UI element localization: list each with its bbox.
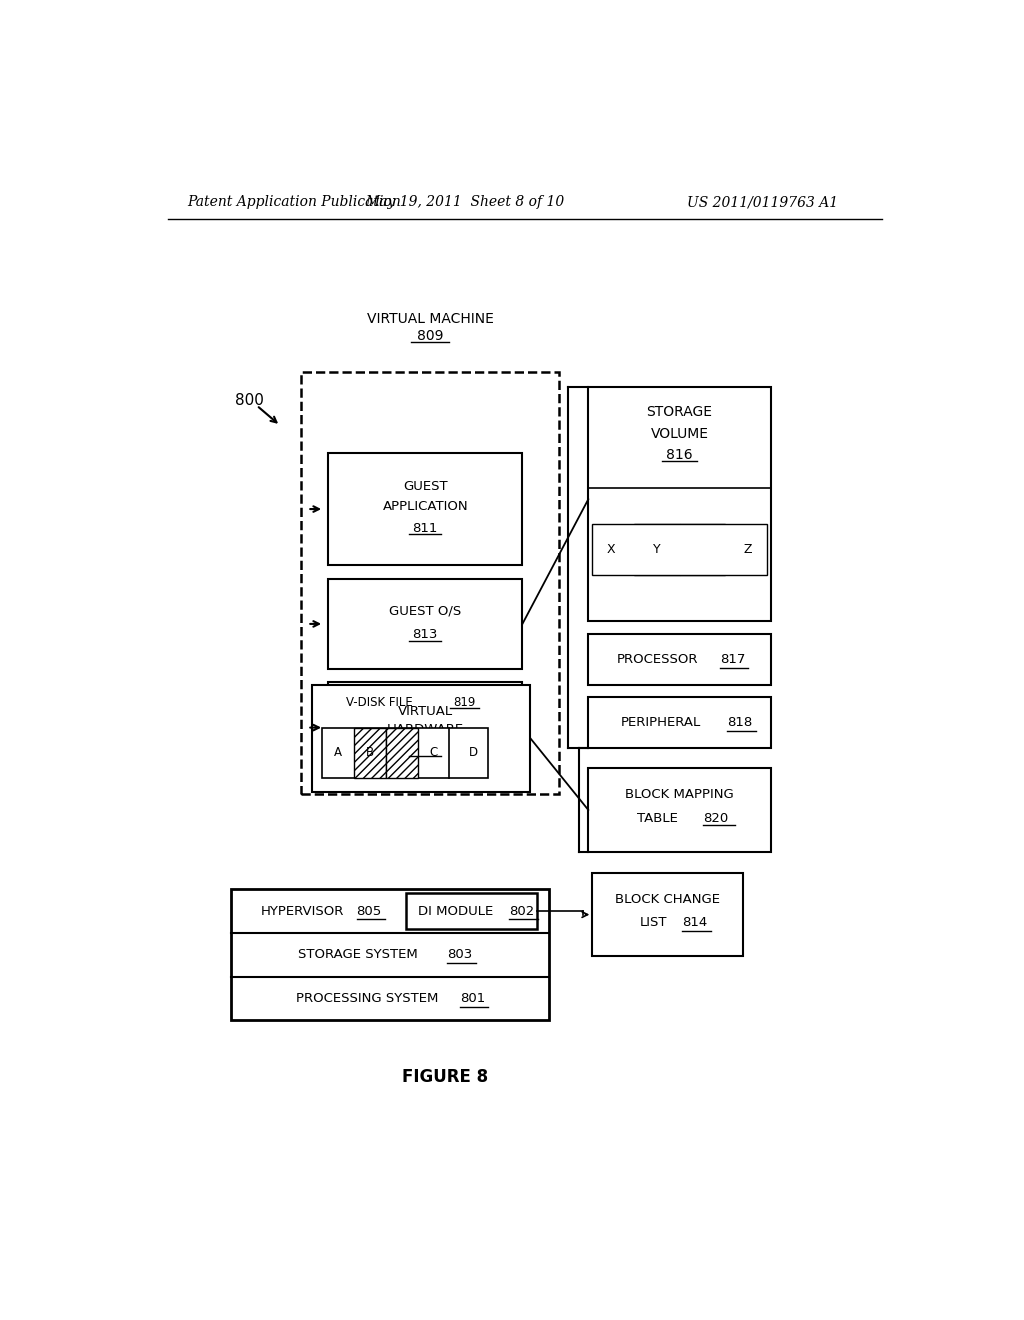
Bar xyxy=(328,579,522,669)
Bar xyxy=(588,387,771,620)
Text: HYPERVISOR: HYPERVISOR xyxy=(261,904,344,917)
Bar xyxy=(312,685,530,792)
Text: 809: 809 xyxy=(417,329,443,343)
Bar xyxy=(354,727,386,779)
Text: C: C xyxy=(429,747,437,759)
Text: PROCESSING SYSTEM: PROCESSING SYSTEM xyxy=(297,991,439,1005)
Text: VIRTUAL: VIRTUAL xyxy=(397,705,453,718)
Bar xyxy=(301,372,559,793)
Bar xyxy=(231,890,549,1020)
Text: STORAGE SYSTEM: STORAGE SYSTEM xyxy=(298,948,418,961)
Text: LIST: LIST xyxy=(640,916,667,929)
Text: 813: 813 xyxy=(413,627,438,640)
Text: 820: 820 xyxy=(703,812,729,825)
Bar xyxy=(680,524,725,576)
Text: GUEST: GUEST xyxy=(402,480,447,494)
Text: 805: 805 xyxy=(356,904,382,917)
Text: 814: 814 xyxy=(682,916,708,929)
Bar xyxy=(386,727,418,779)
Text: FIGURE 8: FIGURE 8 xyxy=(402,1068,488,1086)
Text: BLOCK MAPPING: BLOCK MAPPING xyxy=(626,788,734,801)
Bar xyxy=(592,873,743,956)
Text: PROCESSOR: PROCESSOR xyxy=(616,653,698,667)
Text: US 2011/0119763 A1: US 2011/0119763 A1 xyxy=(687,195,839,209)
Text: A: A xyxy=(334,747,342,759)
Bar xyxy=(328,453,522,565)
Text: Z: Z xyxy=(743,544,753,556)
Text: X: X xyxy=(607,544,615,556)
Text: DI MODULE: DI MODULE xyxy=(418,904,493,917)
Bar xyxy=(592,524,767,576)
Text: 802: 802 xyxy=(509,904,535,917)
Text: Y: Y xyxy=(653,544,660,556)
Text: STORAGE: STORAGE xyxy=(646,405,713,420)
Text: VOLUME: VOLUME xyxy=(650,426,709,441)
Text: V-DISK FILE: V-DISK FILE xyxy=(346,696,413,709)
Bar xyxy=(634,524,680,576)
Text: 816: 816 xyxy=(667,449,693,462)
Text: D: D xyxy=(469,747,478,759)
Text: 818: 818 xyxy=(727,715,753,729)
Text: BLOCK CHANGE: BLOCK CHANGE xyxy=(615,892,720,906)
Bar xyxy=(588,768,771,851)
Text: PERIPHERAL: PERIPHERAL xyxy=(622,715,701,729)
Text: B: B xyxy=(366,747,374,759)
Text: 800: 800 xyxy=(236,393,264,408)
Text: HARDWARE: HARDWARE xyxy=(387,723,464,737)
Text: 811: 811 xyxy=(413,521,438,535)
Bar xyxy=(588,634,771,685)
Bar xyxy=(328,682,522,774)
Bar xyxy=(588,697,771,748)
Text: VIRTUAL MACHINE: VIRTUAL MACHINE xyxy=(367,312,494,326)
Text: APPLICATION: APPLICATION xyxy=(382,499,468,512)
Bar xyxy=(323,727,487,779)
Bar xyxy=(406,894,537,929)
Text: TABLE: TABLE xyxy=(637,812,678,825)
Text: 815: 815 xyxy=(413,743,438,756)
Text: 803: 803 xyxy=(447,948,472,961)
Text: 819: 819 xyxy=(454,696,476,709)
Text: Patent Application Publication: Patent Application Publication xyxy=(187,195,401,209)
Text: May 19, 2011  Sheet 8 of 10: May 19, 2011 Sheet 8 of 10 xyxy=(366,195,565,209)
Text: GUEST O/S: GUEST O/S xyxy=(389,605,462,618)
Text: 801: 801 xyxy=(460,991,485,1005)
Text: 817: 817 xyxy=(720,653,745,667)
